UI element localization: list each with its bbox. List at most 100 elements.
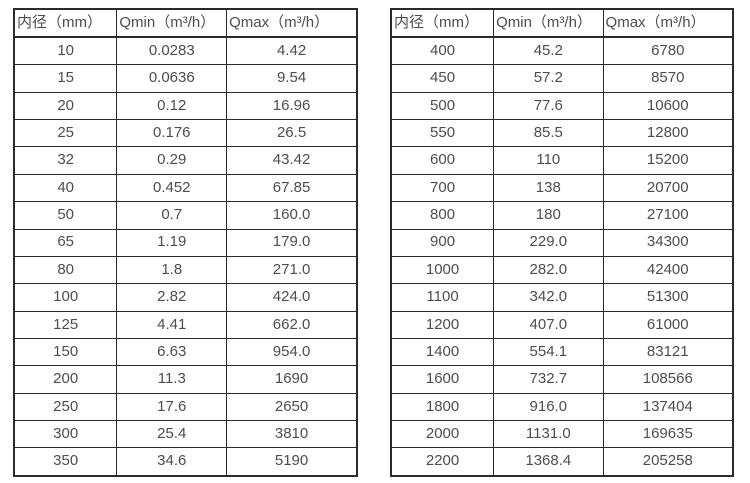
- table-cell: 1200: [390, 310, 495, 339]
- table-cell: 271.0: [226, 255, 358, 285]
- table-cell: 250: [13, 392, 118, 422]
- header-inner-diameter: 内径（mm）: [390, 8, 495, 38]
- table-cell: 45.2: [493, 36, 604, 66]
- table-cell: 1800: [390, 392, 495, 422]
- table-cell: 1100: [390, 283, 495, 312]
- table-cell: 550: [390, 119, 495, 148]
- table-cell: 1.19: [116, 228, 228, 257]
- table-cell: 350: [13, 447, 118, 477]
- header-qmin: Qmin（m³/h）: [116, 8, 228, 38]
- table-row: 65 1.19 179.0: [13, 228, 358, 257]
- table-cell: 0.0636: [116, 64, 228, 93]
- table-row: 50 0.7 160.0: [13, 201, 358, 230]
- table-cell: 0.0283: [116, 36, 228, 66]
- table-header-row: 内径（mm） Qmin（m³/h） Qmax（m³/h）: [13, 8, 358, 38]
- table-cell: 100: [13, 283, 118, 312]
- table-cell: 138: [493, 173, 604, 203]
- table-cell: 9.54: [226, 64, 358, 93]
- table-cell: 500: [390, 91, 495, 121]
- table-cell: 26.5: [226, 119, 358, 148]
- table-row: 15 0.0636 9.54: [13, 64, 358, 93]
- table-cell: 424.0: [226, 283, 358, 312]
- table-row: 500 77.6 10600: [390, 91, 734, 121]
- table-row: 900 229.0 34300: [390, 228, 734, 257]
- table-cell: 67.85: [226, 173, 358, 203]
- table-row: 40 0.452 67.85: [13, 173, 358, 203]
- table-row: 1200 407.0 61000: [390, 310, 734, 339]
- table-row: 10 0.0283 4.42: [13, 36, 358, 66]
- table-cell: 57.2: [493, 64, 604, 93]
- table-cell: 50: [13, 201, 118, 230]
- table-cell: 25: [13, 119, 118, 148]
- header-qmax: Qmax（m³/h）: [602, 8, 734, 38]
- table-cell: 1400: [390, 337, 495, 367]
- table-cell: 2650: [226, 392, 358, 422]
- table-cell: 137404: [602, 392, 734, 422]
- table-cell: 1.8: [116, 255, 228, 285]
- table-cell: 34.6: [116, 447, 228, 477]
- table-cell: 160.0: [226, 201, 358, 230]
- table-cell: 83121: [602, 337, 734, 367]
- table-cell: 916.0: [493, 392, 604, 422]
- table-cell: 42400: [602, 255, 734, 285]
- table-cell: 85.5: [493, 119, 604, 148]
- table-cell: 77.6: [493, 91, 604, 121]
- table-cell: 3810: [226, 420, 358, 449]
- table-cell: 125: [13, 310, 118, 339]
- table-cell: 6.63: [116, 337, 228, 367]
- table-row: 400 45.2 6780: [390, 36, 734, 66]
- table-cell: 300: [13, 420, 118, 449]
- spec-table-large-diameters: 内径（mm） Qmin（m³/h） Qmax（m³/h） 400 45.2 6780…: [390, 8, 734, 477]
- table-row: 2200 1368.4 205258: [390, 447, 734, 477]
- table-row: 700 138 20700: [390, 173, 734, 203]
- table-cell: 15: [13, 64, 118, 93]
- table-cell: 11.3: [116, 365, 228, 394]
- table-cell: 407.0: [493, 310, 604, 339]
- table-cell: 554.1: [493, 337, 604, 367]
- table-cell: 1368.4: [493, 447, 604, 477]
- table-cell: 600: [390, 146, 495, 175]
- header-qmax: Qmax（m³/h）: [226, 8, 358, 38]
- table-cell: 200: [13, 365, 118, 394]
- table-cell: 1690: [226, 365, 358, 394]
- table-row: 1800 916.0 137404: [390, 392, 734, 422]
- header-qmin: Qmin（m³/h）: [493, 8, 604, 38]
- table-cell: 4.41: [116, 310, 228, 339]
- table-cell: 110: [493, 146, 604, 175]
- table-row: 25 0.176 26.5: [13, 119, 358, 148]
- table-row: 550 85.5 12800: [390, 119, 734, 148]
- table-cell: 0.176: [116, 119, 228, 148]
- table-cell: 342.0: [493, 283, 604, 312]
- table-cell: 25.4: [116, 420, 228, 449]
- table-cell: 229.0: [493, 228, 604, 257]
- table-cell: 954.0: [226, 337, 358, 367]
- table-cell: 34300: [602, 228, 734, 257]
- table-cell: 179.0: [226, 228, 358, 257]
- table-row: 1400 554.1 83121: [390, 337, 734, 367]
- table-cell: 20: [13, 91, 118, 121]
- table-cell: 65: [13, 228, 118, 257]
- table-cell: 900: [390, 228, 495, 257]
- table-row: 1600 732.7 108566: [390, 365, 734, 394]
- table-cell: 1600: [390, 365, 495, 394]
- table-cell: 32: [13, 146, 118, 175]
- table-row: 32 0.29 43.42: [13, 146, 358, 175]
- table-row: 20 0.12 16.96: [13, 91, 358, 121]
- table-row: 80 1.8 271.0: [13, 255, 358, 285]
- table-cell: 2200: [390, 447, 495, 477]
- table-cell: 2.82: [116, 283, 228, 312]
- table-cell: 51300: [602, 283, 734, 312]
- table-row: 300 25.4 3810: [13, 420, 358, 449]
- table-row: 1000 282.0 42400: [390, 255, 734, 285]
- table-header-row: 内径（mm） Qmin（m³/h） Qmax（m³/h）: [390, 8, 734, 38]
- table-row: 200 11.3 1690: [13, 365, 358, 394]
- table-cell: 2000: [390, 420, 495, 449]
- table-cell: 1131.0: [493, 420, 604, 449]
- table-row: 125 4.41 662.0: [13, 310, 358, 339]
- table-cell: 61000: [602, 310, 734, 339]
- table-cell: 4.42: [226, 36, 358, 66]
- table-row: 350 34.6 5190: [13, 447, 358, 477]
- table-cell: 180: [493, 201, 604, 230]
- table-row: 450 57.2 8570: [390, 64, 734, 93]
